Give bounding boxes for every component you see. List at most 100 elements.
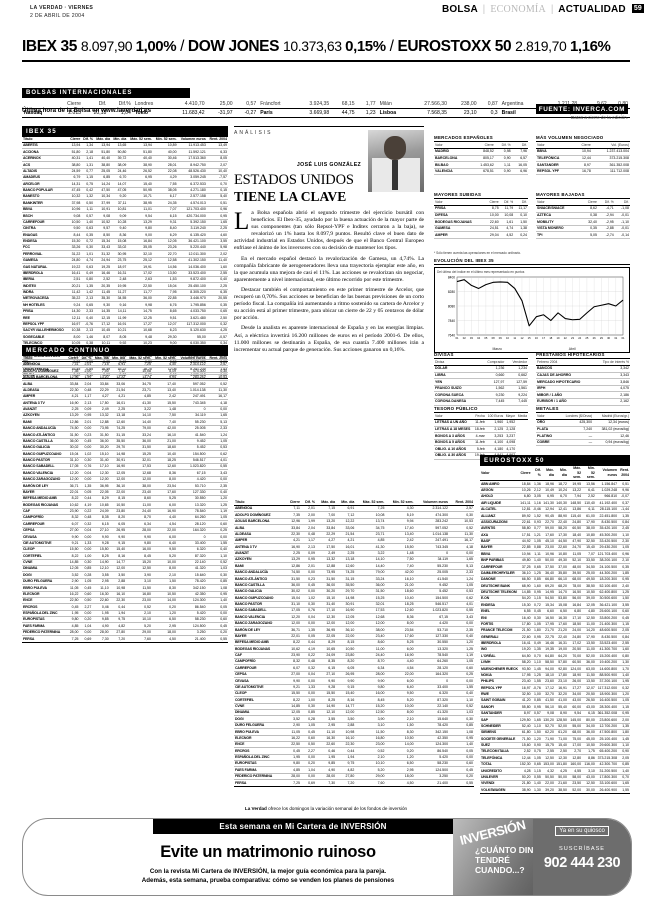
table-row[interactable]: TOTAL 152,30 0,65 153,00 151,80 160,00 116,00 4… [480,761,630,769]
table-row[interactable]: SUEZ 15,60 0,90 15,75 15,40 17,00 10,50 29.600.… [480,742,630,750]
table-row[interactable]: SANTANDER 8,97 0,57 9,08 8,90 9,54 6,15 361.352… [480,710,630,718]
table-row[interactable]: BBVA 10,94 1.237.413.004 [536,148,630,156]
table-row[interactable]: FERSA 7,25 0,69 7,30 7,20 7,60 4,50 21.400 0,55 [234,779,474,787]
table-row[interactable]: ADOLFO DOMÍNGUEZ 7,35 2,00 7,00 7,12 10,08 5,1… [234,511,474,519]
table-row[interactable]: SAINT GOBAIN 41,20 0,85 41,50 41,00 43,00 26,5… [480,697,630,705]
table-row[interactable]: ALCATEL 12,81 -0,46 12,94 12,41 13,86 6,11 28.1… [480,506,630,514]
table-row[interactable]: CARREFOUR 37,25 0,65 37,50 37,00 48,00 34,50 24… [480,563,630,571]
table-row[interactable]: CORONA SUECA 9,230 9,224 [434,391,528,399]
table-row[interactable]: CLEOP 15,50 0,00 15,50 15,40 16,00 9,50 6.320 0,… [234,690,474,698]
table-row[interactable]: ERCROS 0,45 2,27 0,46 0,44 0,52 0,20 86.540 0,05 [22,603,228,611]
table-row[interactable]: AMPER 29,04 4,52 0,24 [434,231,528,239]
table-row[interactable]: BANCO PASTOR 31,10 0,30 31,40 30,91 32,01 18,2… [234,601,474,609]
table-row[interactable]: VISTA MONERO 0,35 -2,88 -0,01 [536,225,630,233]
table-row[interactable]: BARÓN DE LEY 36,71 1,35 36,95 36,10 38,00 23,5… [22,482,228,490]
table-row[interactable]: CARREFOUR 10,50 1,40 10,52 10,28 13,29 9,31 5.3… [22,219,228,226]
table-row[interactable]: ALTADIS 24,59 0,77 25,05 24,46 26,52 22,08 48.5… [22,168,228,175]
table-row[interactable]: DEUTSCHE BANK 68,90 1,60 69,20 68,20 78,00 38,… [480,582,630,590]
nav-actualidad[interactable]: ACTUALIDAD [558,4,626,15]
table-row[interactable]: DANONE 66,50 0,85 66,80 66,10 68,00 49,50 18.20… [480,576,630,584]
table-row[interactable]: BAMI 12,86 2,01 12,88 12,60 14,40 7,40 55.230 5,… [234,562,474,570]
table-row[interactable]: TELECOM ITALIA 2,52 0,75 2,55 2,50 2,70 1,75 65… [480,748,630,756]
table-row[interactable]: L'ORÉAL 64,50 0,70 64,80 64,20 70,00 52,00 15.2… [480,652,630,660]
table-row[interactable]: AVANZIT 2,25 0,09 2,49 2,25 3,22 1,48 0 0,00 [22,406,228,414]
table-row[interactable]: ALDEASA 22,30 0,48 22,29 21,54 23,71 13,40 1.01… [22,387,228,394]
table-row[interactable]: MUENCHENER RUECK 93,50 1,45 94,00 92,80 124,0… [480,665,630,673]
table-row[interactable]: PRISA 14,30 2,33 14,35 14,11 14,75 8,65 4.033.7… [22,308,228,316]
table-row[interactable]: ABENGOA 7,11 2,01 7,15 6,91 7,25 4,30 2.314.122… [22,361,228,369]
table-row[interactable]: PLATINO —12,46 [536,432,630,440]
table-row[interactable]: SCHNEIDER 52,40 1,10 52,70 52,00 55,00 34,00 12… [480,723,630,730]
table-row[interactable]: ENCE 22,50 0,50 22,60 22,30 23,00 14,00 124.300… [22,597,228,605]
table-row[interactable]: BANCO VALENCIA 12,20 0,04 12,30 12,05 12,68 8,… [234,613,474,621]
table-row[interactable]: FAES FARMA 4,85 1,04 4,90 4,82 5,20 2,95 124.50… [234,766,474,774]
table-row[interactable]: ING 19,20 1,35 19,35 19,00 20,50 11,00 41.300.7… [480,646,630,654]
table-row[interactable]: DINAMIA 12,05 0,85 12,10 12,00 12,50 8,00 41.32… [234,709,474,717]
table-row[interactable]: CEPSA 27,00 0,04 27,10 26,95 28,00 22,00 164.32… [234,671,474,679]
table-row[interactable]: AVENTIS 58,80 0,77 59,00 58,20 60,50 38,00 35.4… [480,525,630,533]
table-row[interactable]: ELECNOR 16,22 0,60 16,30 16,10 16,80 10,50 42.3… [22,591,228,598]
table-row[interactable]: CIE AUTOMOTIVE 9,21 1,33 9,28 9,15 9,80 6,40 33… [234,684,474,691]
table-row[interactable]: AZTECA 0,38 -2,94 -0,01 [536,212,630,220]
table-row[interactable]: BEFESA MEDIO AMB 8,22 0,44 8,29 8,15 8,60 5,25… [22,495,228,503]
table-row[interactable]: BANCO GALICIA 30,02 0,00 30,20 29,70 31,50 18,… [22,444,228,452]
table-row[interactable]: FRANCO SUIZO 1,562 1,561 [434,385,528,393]
table-row[interactable]: AHOLD 6,80 3,05 6,95 6,70 7,94 2,52 966.810 -0,0… [480,493,630,501]
table-row[interactable]: COBRE —0,94 (euros/kg) [536,439,630,447]
table-row[interactable]: ACERINOX 40,31 1,41 40,40 39,72 40,40 30,46 17.… [22,155,228,163]
nav-bolsa[interactable]: BOLSA [441,4,478,15]
table-row[interactable]: CAJAS DE AHORRO 3,343 [536,372,630,380]
table-row[interactable]: INDITEX 20,21 1,35 20,35 19,95 22,50 15,04 25.4… [22,282,228,290]
table-row[interactable]: FORTIS 17,80 1,05 17,95 17,60 18,50 11,00 21.40… [480,621,630,628]
table-row[interactable]: BEFESA MEDIO AMB 8,22 0,44 8,29 8,15 8,60 5,25… [234,639,474,647]
table-row[interactable]: CAF 23,90 0,22 24,09 23,80 24,40 16,90 78.540 1,… [234,652,474,660]
table-row[interactable]: GAMESA 24,51 4,74 1,38 [434,225,528,233]
table-row[interactable]: CVNE 14,85 0,30 14,90 14,77 15,20 10,00 22.140 0… [234,703,474,711]
table-row[interactable]: INDRA 11,42 1,42 11,45 11,27 11,77 7,95 8.305.2… [22,289,228,297]
table-row[interactable]: BANCO ZARAGOZANO 12,00 0,00 12,00 12,00 12,00… [22,476,228,484]
table-row[interactable]: IBERIA 2,51 0,80 2,52 2,48 2,63 1,53 9.872.400 0… [22,276,228,284]
table-row[interactable]: ANTENA 3 TV 16,90 2,13 17,50 16,01 41,30 15,50… [22,399,228,407]
table-row[interactable]: IBERDROLA 16,41 0,49 16,46 16,31 17,02 13,50 33… [22,270,228,277]
ad-phone-block[interactable]: Ya en su quiosco SUSCRÍBASE 902 444 230 [533,819,631,895]
table-row[interactable]: BANCO VALENCIA 12,20 0,04 12,30 12,05 12,68 8,… [22,469,228,477]
table-row[interactable]: AGUAS BARCELONA 12,96 1,99 13,20 12,22 13,74 9… [234,518,474,526]
table-row[interactable]: BNP PARIBAS 49,80 1,40 50,00 49,30 52,10 33,50… [480,557,630,565]
table-row[interactable]: AXA 17,51 1,21 17,60 17,30 18,40 10,80 45.300.2… [480,531,630,539]
table-row[interactable]: AMADEUS 6,79 1,15 6,85 6,70 6,95 4,29 3.059.245… [22,174,228,182]
table-row[interactable]: BANKINTER 37,98 0,50 37,99 37,11 38,95 24,35 4.… [22,199,228,207]
table-row[interactable]: ESPAÑOLA DEL ZINC 1,95 0,00 1,95 1,94 2,10 1,2… [234,754,474,762]
table-row[interactable]: GENERALI 22,60 0,95 22,75 22,40 24,80 17,90 8.4… [480,633,630,641]
table-row[interactable]: ENDESA 15,30 0,72 15,34 15,08 16,84 12,05 36.42… [480,601,630,609]
table-row[interactable]: ACS 38,80 1,31 38,80 38,09 38,90 28,01 8.942.75… [22,161,228,169]
table-row[interactable]: BANCO POPULAR 47,45 0,42 47,50 47,05 50,95 38,… [22,187,228,195]
table-row[interactable]: CEVASA 9,90 0,00 9,90 9,90 9,90 6,00 0 0,00 [22,533,228,541]
table-row[interactable]: TELEFÓNICA 12,44 373.215.308 [536,155,630,163]
table-row[interactable]: SAP 129,50 1,65 130,20 128,50 145,00 80,00 23.8… [480,716,630,724]
table-row[interactable]: AVANZIT 2,25 0,09 2,49 2,25 3,22 1,48 0 0,00 [234,550,474,558]
table-row[interactable]: DURO FELGUERA 2,90 1,05 2,95 2,88 3,10 1,50 78.… [234,722,474,730]
table-row[interactable]: VOLKSWAGEN 38,90 1,30 39,20 38,50 52,00 30,00 2… [480,786,630,794]
table-row[interactable]: CORONA DANESA 7,445 7,445 [434,398,528,406]
table-row[interactable]: FERSA 7,25 0,69 7,30 7,20 7,60 4,50 21.400 0,55 [22,635,228,643]
table-row[interactable]: BANCO SABADELL 17,05 0,76 17,10 16,90 17,53 12… [234,607,474,615]
nav-economia[interactable]: ECONOMÍA [490,4,546,15]
table-row[interactable]: REPSOL YPF 16,78 111.712.008 [536,168,630,176]
table-row[interactable]: BANCO ATLÁNTICO 31,50 0,23 31,50 31,15 33,24 1… [22,431,228,439]
table-row[interactable]: IRPH 4,075 [536,385,630,393]
table-row[interactable]: LVMH 58,20 1,10 58,50 57,80 60,50 36,00 19.400.… [480,659,630,667]
advertisement[interactable]: Esta semana en Mi Cartera de INVERSIÓN E… [22,818,632,896]
table-row[interactable]: ORO 425,300 12,34 (euros) [536,419,630,427]
table-row[interactable]: BANCO PASTOR 31,10 0,30 31,40 30,91 32,01 18,2… [22,457,228,465]
table-row[interactable]: ENCE 22,50 0,50 22,60 22,30 23,00 14,00 124.300… [234,741,474,749]
table-row[interactable]: BARCELONA 805,17 0,90 6,57 [434,155,528,163]
table-row[interactable]: BANCO ANDALUCÍA 74,50 0,00 73,95 74,25 79,00 4… [22,425,228,433]
table-row[interactable]: EUROPISTAS 9,80 0,20 9,85 9,75 10,10 6,50 58.23… [22,616,228,624]
table-row[interactable]: ASSICURAZIONI 22,61 0,93 22,70 22,40 24,80 17,… [480,519,630,526]
table-row[interactable]: CAF 23,90 0,22 24,09 23,80 24,40 16,90 78.540 1,… [22,508,228,516]
table-row[interactable]: SANTANDER 8,97 361.352.008 [536,161,630,169]
table-row[interactable]: BAYER 22,85 0,88 23,00 22,60 24,70 15,40 29.430… [480,544,630,552]
table-row[interactable]: MIBOR / 1 AÑO 2,186 [536,391,630,399]
table-row[interactable]: DÓLAR 1,236 1,234 [434,365,528,373]
table-row[interactable]: CARREFOUR 6,07 0,32 6,15 6,05 6,34 4,54 28.120 0… [22,520,228,528]
